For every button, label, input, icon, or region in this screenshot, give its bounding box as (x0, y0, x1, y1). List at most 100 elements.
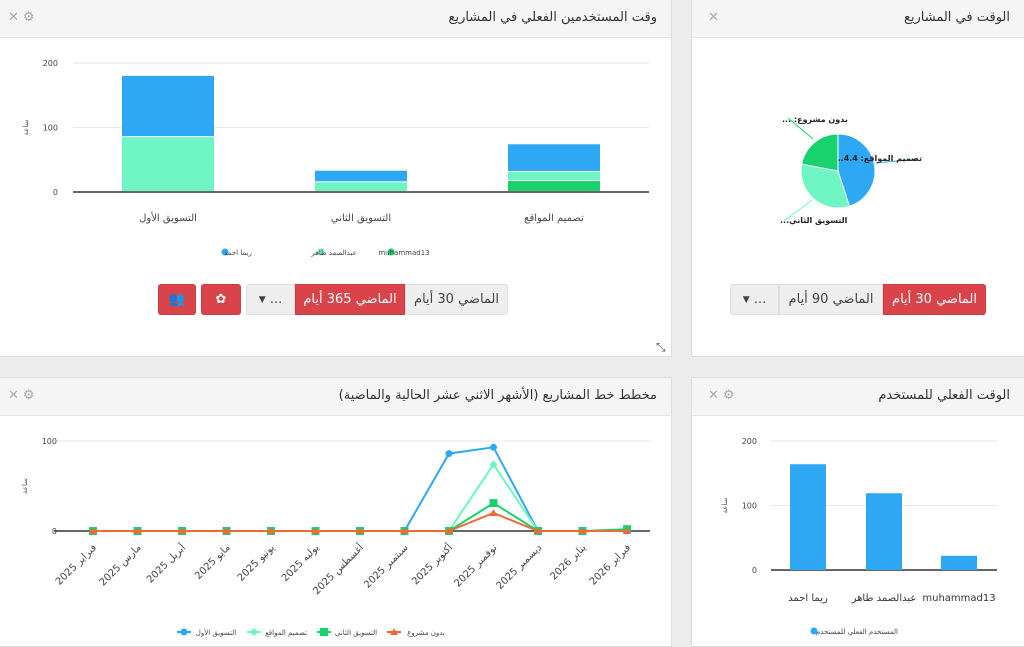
y-axis-label: ساعة (721, 497, 729, 513)
close-icon[interactable]: ✕ (708, 10, 719, 25)
y-tick-label: 100 (43, 124, 58, 133)
data-point (445, 527, 453, 534)
bar (866, 493, 902, 570)
pie-chart: تصميم المواقع: 4.4... التسويق الثاني... بد… (780, 115, 922, 225)
more-label: ... (753, 292, 767, 307)
more-dropdown[interactable]: ... ▼ (730, 284, 779, 315)
pie-leader-line (787, 117, 814, 140)
legend-label: التسويق الأول (196, 628, 237, 637)
x-tick-label: نوفمبر 2025 (452, 542, 499, 589)
data-point (356, 527, 364, 534)
users-button[interactable]: 👥 (158, 284, 196, 315)
x-tick-label: ريما احمد (788, 593, 828, 604)
legend-marker (180, 628, 188, 636)
panel-projects-line: مخطط خط المشاريع (الأشهر الاثني عشر الحا… (0, 377, 672, 647)
legend-label: المستخدم الفعلي للمستخدم (816, 628, 898, 636)
y-tick-label: 200 (742, 437, 757, 446)
series-line (93, 501, 628, 532)
legend-marker (320, 628, 328, 636)
y-tick-label: 100 (742, 502, 757, 511)
x-tick-label: مايو 2025 (193, 542, 233, 582)
bar-segment (508, 144, 600, 172)
user-bar-chart: 0 100 200 ساعة ريما احمد عبدالصمد طاهر muhamma… (721, 437, 997, 636)
x-tick-label: يناير 2026 (548, 542, 588, 582)
pie-leader-line (875, 158, 919, 164)
bar (941, 555, 977, 570)
x-tick-label: يوليه 2025 (280, 542, 322, 584)
x-tick-label: فبراير 2026 (588, 542, 633, 587)
series-line (93, 462, 627, 532)
data-point (534, 527, 542, 534)
legend-label: تصميم المواقع (265, 629, 307, 637)
last-90-days-button[interactable]: الماضي 90 أيام (779, 284, 883, 315)
last-30-days-button[interactable]: الماضي 30 أيام (883, 284, 986, 315)
legend-label: بدون مشروع (407, 629, 445, 637)
close-icon[interactable]: ✕ (708, 388, 719, 403)
close-icon[interactable]: ✕ (8, 10, 19, 25)
legend-label: التسويق الثاني (335, 629, 377, 637)
series-line (93, 446, 627, 532)
stacked-bar-chart: 0 100 200 ساعة التسويق الأول التسويق الثاني تص… (22, 59, 649, 257)
x-tick-label: التسويق الثاني (331, 213, 391, 224)
legend-marker (250, 628, 258, 636)
bar-segment (508, 172, 600, 181)
panel-header: وقت المستخدمين الفعلي في المشاريع ✕ ⚙ (0, 0, 671, 38)
last-365-days-button[interactable]: الماضي 365 أيام (295, 284, 405, 315)
y-axis-label: ساعة (21, 478, 29, 494)
data-point (133, 527, 142, 534)
data-point (490, 443, 497, 451)
data-point (445, 450, 453, 458)
legend-marker (317, 248, 325, 256)
data-point (400, 527, 409, 534)
last-30-days-button[interactable]: الماضي 30 أيام (405, 284, 508, 315)
x-tick-label: يونيو 2025 (236, 542, 278, 584)
legend-label: عبدالصمد طاهر (310, 249, 356, 257)
gear-icon[interactable]: ⚙ (22, 10, 35, 25)
legend-marker (390, 628, 398, 635)
pie-label: بدون مشروع: ... (782, 115, 848, 124)
panel-title: وقت المستخدمين الفعلي في المشاريع (448, 10, 657, 25)
more-label: ... (269, 292, 283, 307)
legend-marker (221, 248, 229, 256)
panel-user-actual-time: الوقت الفعلي للمستخدم ✕ ⚙ 0 100 200 ساعة ريما… (691, 377, 1024, 647)
legend-marker (810, 627, 818, 635)
close-icon[interactable]: ✕ (8, 388, 19, 403)
gear-icon[interactable]: ⚙ (22, 388, 35, 403)
panel-user-project-time: وقت المستخدمين الفعلي في المشاريع ✕ ⚙ 0 10… (0, 0, 672, 357)
pie-slice (800, 163, 851, 209)
x-tick-label: مارس 2025 (98, 542, 144, 588)
pie-slice (801, 133, 839, 172)
data-point (222, 527, 231, 534)
panel-title: الوقت الفعلي للمستخدم (878, 388, 1010, 403)
x-tick-label: ديسمبر 2025 (495, 542, 545, 592)
resize-handle[interactable]: ⤡ (656, 340, 666, 354)
more-dropdown[interactable]: ... ▼ (246, 284, 295, 315)
x-tick-label: muhammad13 (922, 593, 995, 604)
x-tick-label: تصميم المواقع (524, 213, 584, 224)
pie-label: التسويق الثاني... (780, 216, 848, 225)
pie-label: تصميم المواقع: 4.4... (835, 154, 922, 163)
panel-header: مخطط خط المشاريع (الأشهر الاثني عشر الحا… (0, 378, 671, 416)
x-tick-label: عبدالصمد طاهر (851, 593, 917, 604)
data-point (489, 509, 498, 516)
y-tick-label: 0 (752, 566, 757, 575)
gear-icon[interactable]: ⚙ (722, 388, 735, 403)
data-point (178, 527, 186, 534)
legend-label: muhammad13 (378, 249, 429, 257)
x-tick-label: فبراير 2025 (54, 542, 99, 587)
data-point (623, 527, 631, 534)
circles-button[interactable]: ✿ (201, 284, 241, 315)
x-tick-label: أكتوبر 2025 (409, 541, 456, 588)
x-tick-label: أبريل 2025 (144, 541, 189, 586)
panel-header: الوقت الفعلي للمستخدم ✕ ⚙ (692, 378, 1024, 416)
data-point (267, 527, 275, 534)
panel-header: الوقت في المشاريع ✕ (692, 0, 1024, 38)
pie-slice (837, 133, 876, 207)
y-axis-label: ساعة (22, 119, 30, 135)
bar-segment (122, 137, 214, 191)
panel-title: الوقت في المشاريع (903, 10, 1010, 25)
panel-time-in-projects: الوقت في المشاريع ✕ تصميم المواقع: 4.4..… (691, 0, 1024, 357)
data-point (489, 499, 498, 508)
legend-label: ريما احمد (224, 249, 252, 257)
